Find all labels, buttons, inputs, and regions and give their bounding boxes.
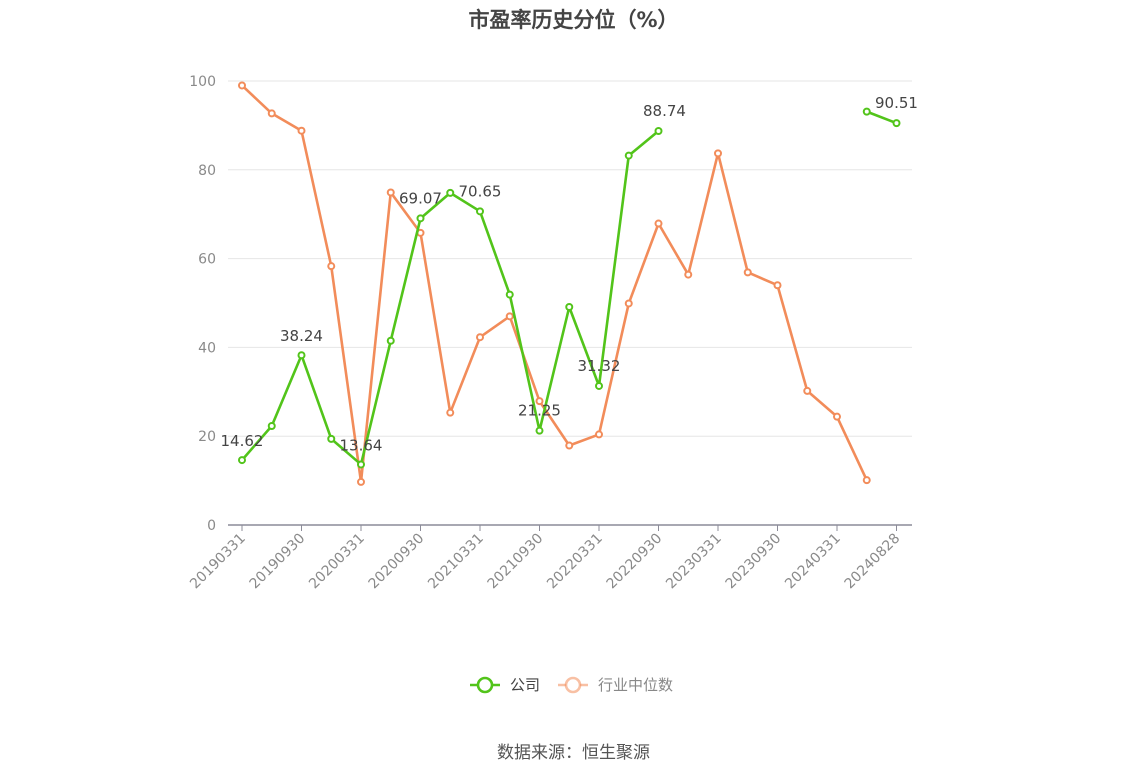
legend-item-company[interactable]: 公司 [470,676,540,694]
data-point[interactable] [267,421,276,430]
data-point[interactable] [803,386,812,395]
data-point[interactable] [684,270,693,279]
source-note: 数据来源：恒生聚源 [497,743,650,763]
data-point[interactable] [386,336,395,345]
data-label: 70.65 [459,182,502,200]
data-point[interactable] [565,441,574,450]
data-point[interactable] [446,408,455,417]
data-point[interactable] [476,333,484,342]
data-point[interactable] [714,149,722,158]
data-point[interactable] [357,477,365,486]
data-point[interactable] [238,81,246,90]
data-label: 69.07 [399,189,442,207]
y-tick-label: 100 [189,74,216,90]
x-tick-label: 20230331 [663,531,725,593]
series-industry-median [238,81,871,486]
series-line [866,110,897,125]
data-point[interactable] [476,207,484,216]
data-point[interactable] [297,351,306,360]
x-tick-label: 20230930 [723,531,785,593]
legend-marker [564,676,582,694]
data-point[interactable] [297,126,306,135]
x-tick-label: 20220930 [604,531,666,593]
x-tick-label: 20200930 [366,531,428,593]
data-point[interactable] [267,109,276,118]
data-point[interactable] [892,119,901,128]
data-label: 88.74 [643,102,686,120]
data-label: 90.51 [875,94,918,112]
data-point[interactable] [833,412,841,421]
data-point[interactable] [624,151,633,160]
y-tick-label: 0 [207,518,216,534]
y-tick-label: 20 [198,429,216,445]
data-point[interactable] [238,456,246,465]
data-label: 13.64 [340,436,383,454]
legend-label: 公司 [510,676,540,694]
x-tick-label: 20220331 [544,531,606,593]
x-tick-label: 20210331 [425,531,487,593]
data-point[interactable] [595,381,603,390]
data-point[interactable] [386,188,395,197]
legend-item-industry-median[interactable]: 行业中位数 [558,676,673,694]
data-point[interactable] [446,188,455,197]
x-tick-label: 20190331 [187,531,249,593]
y-tick-label: 80 [198,163,216,179]
data-point[interactable] [535,397,544,406]
data-point[interactable] [743,268,752,277]
data-point[interactable] [862,476,871,485]
series-line [241,84,868,484]
legend-label: 行业中位数 [598,676,673,694]
chart-title: 市盈率历史分位（%） [468,8,679,32]
data-point[interactable] [416,214,425,223]
data-point[interactable] [357,460,365,469]
series-company [238,107,901,469]
data-labels: 14.62 38.24 13.64 69.07 70.65 21.25 31.32 88.74… [221,94,918,454]
x-tick-label: 20200331 [306,531,368,593]
data-point[interactable] [327,434,336,443]
data-point[interactable] [595,430,603,439]
y-tick-label: 40 [198,340,216,356]
x-tick-label: 20210930 [485,531,547,593]
data-label: 38.24 [280,327,323,345]
y-tick-label: 60 [198,252,216,268]
x-tick-label: 20240331 [782,531,844,593]
legend: 公司 行业中位数 [470,676,673,694]
data-point[interactable] [565,302,574,311]
data-point[interactable] [535,426,544,435]
legend-marker [476,676,494,694]
data-label: 14.62 [221,432,264,450]
data-point[interactable] [505,312,514,321]
data-label: 31.32 [578,357,621,375]
data-point[interactable] [862,107,871,116]
data-point[interactable] [505,290,514,299]
series-lines [238,81,901,486]
data-point[interactable] [773,281,782,290]
data-point[interactable] [327,262,336,271]
data-label: 21.25 [518,402,561,420]
data-point[interactable] [654,219,663,228]
data-point[interactable] [654,126,663,135]
data-point[interactable] [624,299,633,308]
x-tick-label: 20240828 [842,531,904,593]
x-tick-label: 20190930 [247,531,309,593]
